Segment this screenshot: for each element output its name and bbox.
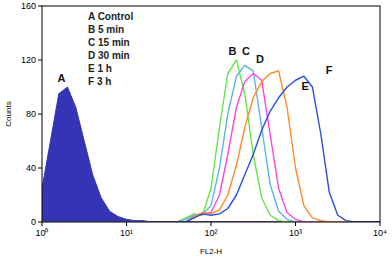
x-tick [380,222,381,226]
plot-frame [42,6,380,222]
y-tick-label: 160 [21,1,36,11]
x-axis-title: FL2-H [200,247,222,256]
series-line [42,71,380,222]
series-line [42,74,380,223]
plot-area [42,60,380,222]
x-tick [295,222,296,226]
series-line [42,65,380,222]
x-tick [42,222,43,226]
x-tick-label: 10⁴ [373,228,387,238]
series-line [42,76,380,222]
y-tick-label: 40 [26,163,36,173]
y-tick [38,60,42,61]
curve-label: A [57,72,65,84]
curve-label: E [301,80,308,92]
y-tick [38,168,42,169]
y-tick [38,114,42,115]
y-tick [38,222,42,223]
curve-label: B [229,45,237,57]
legend-entry: C 15 min [88,37,130,48]
x-tick-label: 10¹ [120,228,133,238]
background [0,0,392,260]
curve-label: F [326,64,333,76]
y-tick-label: 120 [21,55,36,65]
y-tick-label: 80 [26,109,36,119]
x-tick-label: 10⁰ [35,228,48,238]
y-tick-label: 0 [31,217,36,227]
x-tick-label: 10³ [289,228,302,238]
x-tick-label: 10² [204,228,217,238]
legend-entry: A Control [88,11,133,22]
legend-entry: B 5 min [88,24,124,35]
legend-entry: F 3 h [88,76,111,87]
x-tick [126,222,127,226]
series-area [42,87,380,222]
curve-label: C [242,45,250,57]
x-tick [211,222,212,226]
y-tick [38,6,42,7]
curve-label: D [256,53,264,65]
series-line [42,60,380,222]
y-axis-title: Counts [4,101,13,126]
chart: 0 40 80 120 160 10⁰ 10¹ 10² 10³ 10⁴ A Control B 5 m… [0,0,392,260]
legend-entry: D 30 min [88,50,130,61]
legend-entry: E 1 h [88,63,112,74]
